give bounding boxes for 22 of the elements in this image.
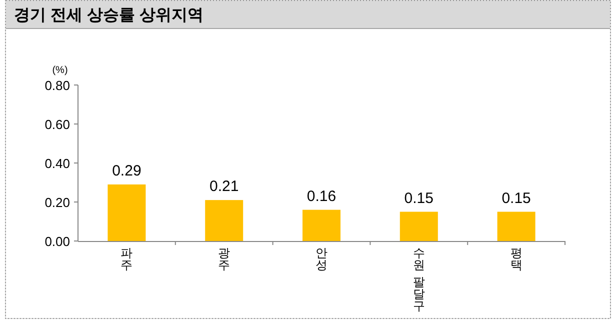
y-tick-label: 0.40 xyxy=(44,156,70,171)
data-label: 0.15 xyxy=(404,190,434,207)
x-tick-label: 파주 xyxy=(120,246,133,272)
data-label: 0.16 xyxy=(306,188,336,205)
y-tick-label: 0.20 xyxy=(44,195,70,210)
y-tick-label: 0.60 xyxy=(44,117,70,132)
data-label: 0.29 xyxy=(112,162,142,180)
x-tick-label: 평택 xyxy=(510,246,522,272)
y-axis-title: (%) xyxy=(52,65,68,76)
bar xyxy=(497,212,536,241)
bar xyxy=(108,184,146,241)
bar xyxy=(205,200,244,241)
data-label: 0.15 xyxy=(502,190,531,207)
y-tick-label: 0.00 xyxy=(44,234,70,249)
bar xyxy=(400,212,438,241)
bar xyxy=(302,210,340,241)
x-tick-label: 수원 팔달구 xyxy=(412,246,425,313)
x-tick-label: 광주 xyxy=(218,246,230,272)
y-tick-label: 0.80 xyxy=(44,78,70,93)
data-label: 0.21 xyxy=(210,178,239,196)
chart-title: 경기 전세 상승률 상위지역 xyxy=(14,7,204,24)
x-tick-label: 안성 xyxy=(316,246,328,272)
